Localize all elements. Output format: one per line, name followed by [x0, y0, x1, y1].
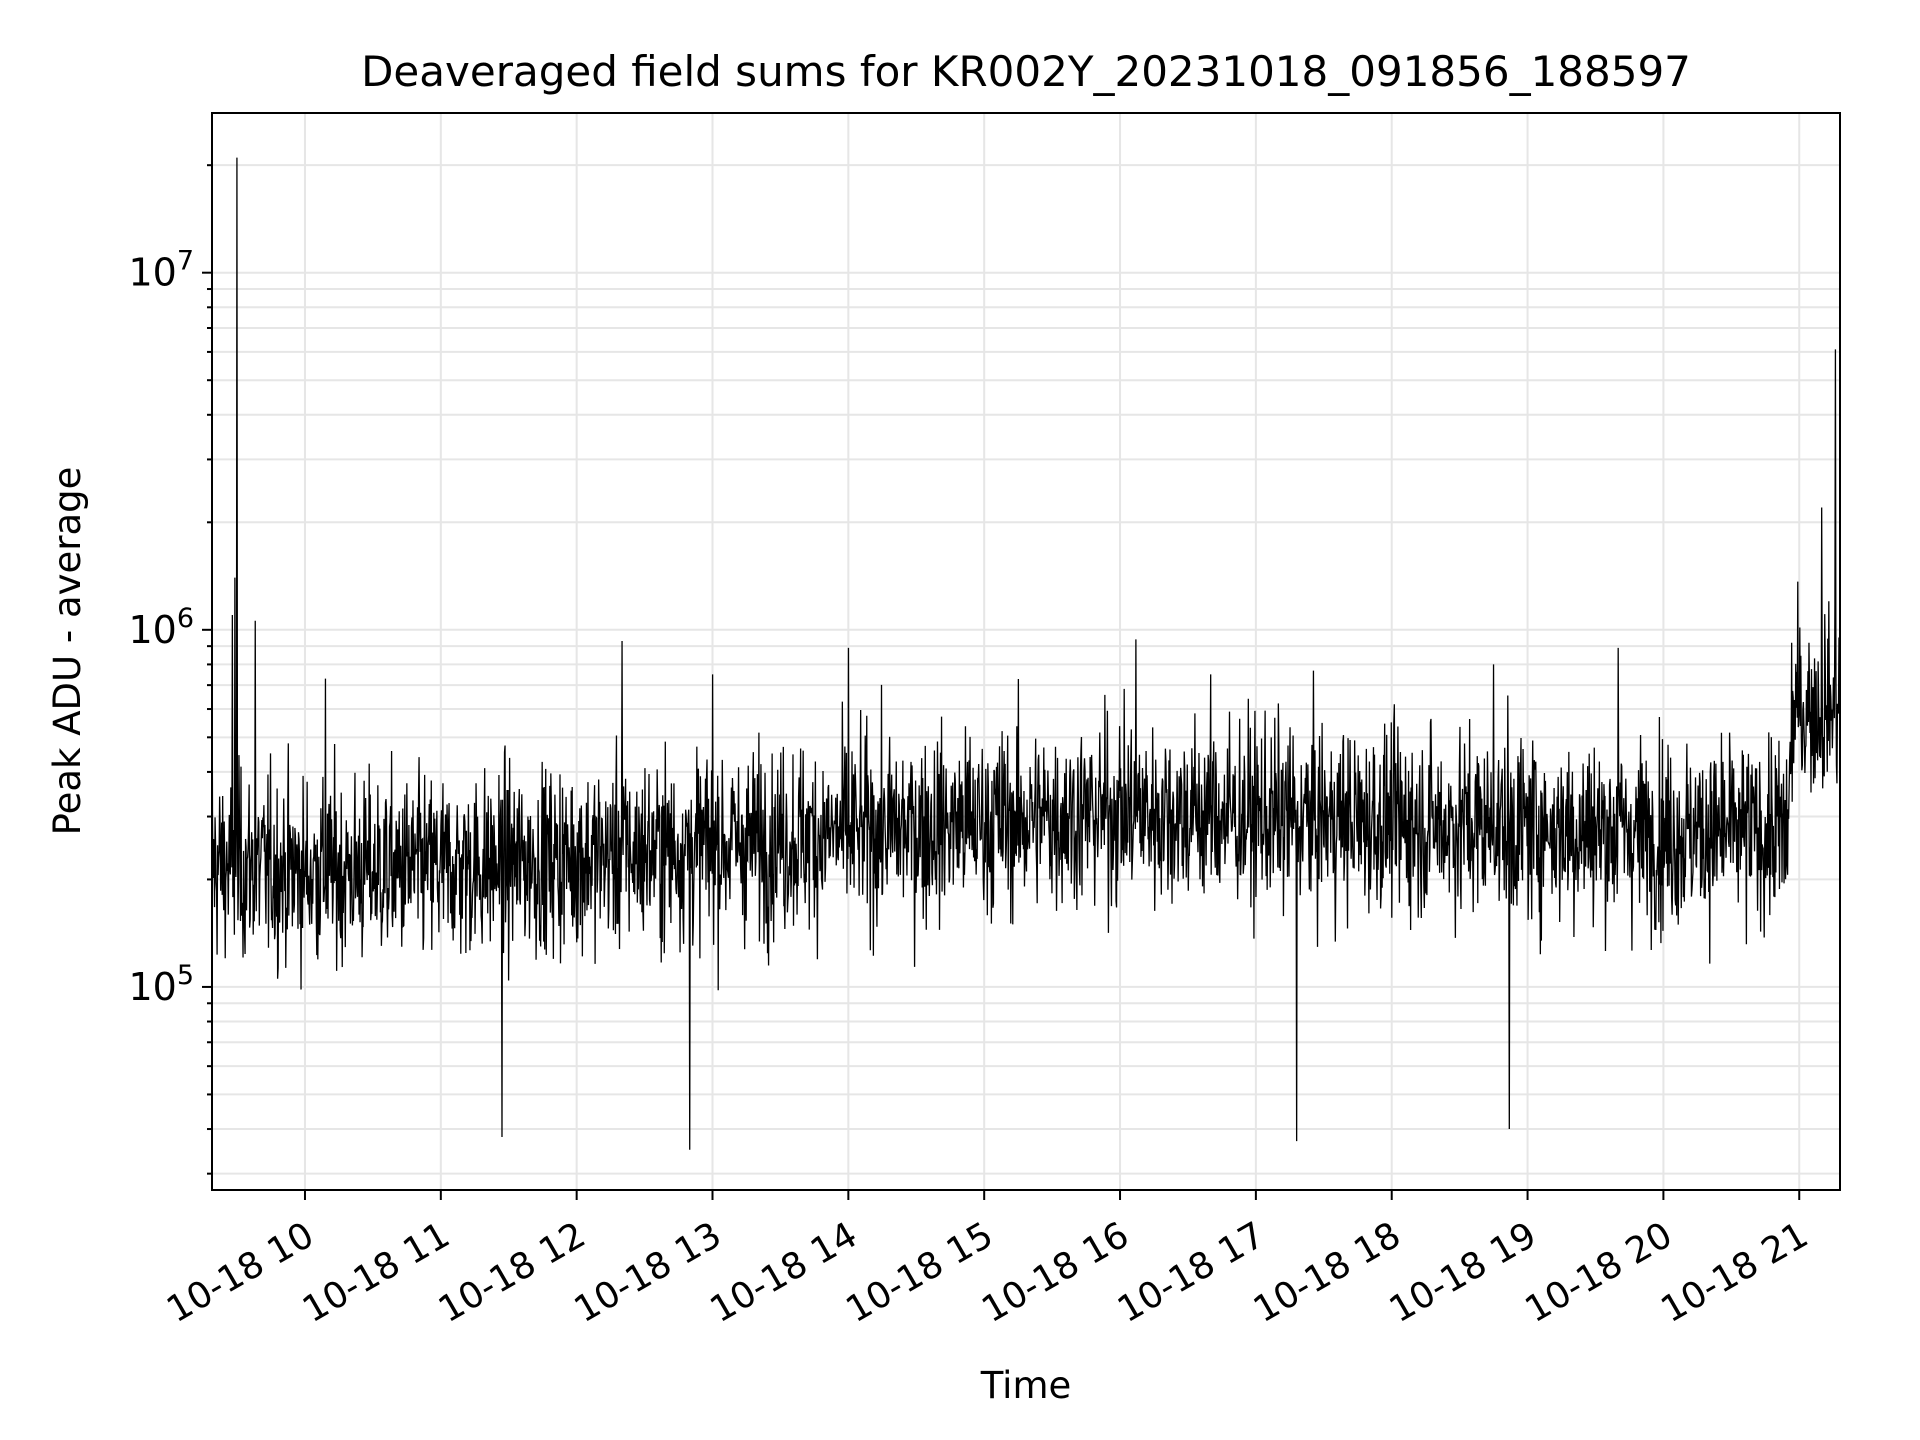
series-line	[212, 157, 1840, 1150]
y-tick-base: 10	[128, 965, 176, 1009]
y-tick-exponent: 6	[177, 603, 194, 634]
y-tick-exponent: 7	[177, 246, 194, 277]
x-axis-label: Time	[980, 1364, 1072, 1407]
y-axis-label: Peak ADU - average	[46, 467, 89, 836]
y-tick-label: 107	[128, 246, 194, 295]
series-layer	[212, 157, 1840, 1150]
plot-frame	[211, 112, 1841, 1191]
y-tick-exponent: 5	[177, 960, 194, 991]
y-tick-label: 105	[128, 960, 194, 1009]
y-tick-base: 10	[128, 251, 176, 295]
y-tick-label: 106	[128, 603, 194, 652]
y-tick-base: 10	[128, 608, 176, 652]
chart-title: Deaveraged field sums for KR002Y_2023101…	[361, 47, 1691, 96]
